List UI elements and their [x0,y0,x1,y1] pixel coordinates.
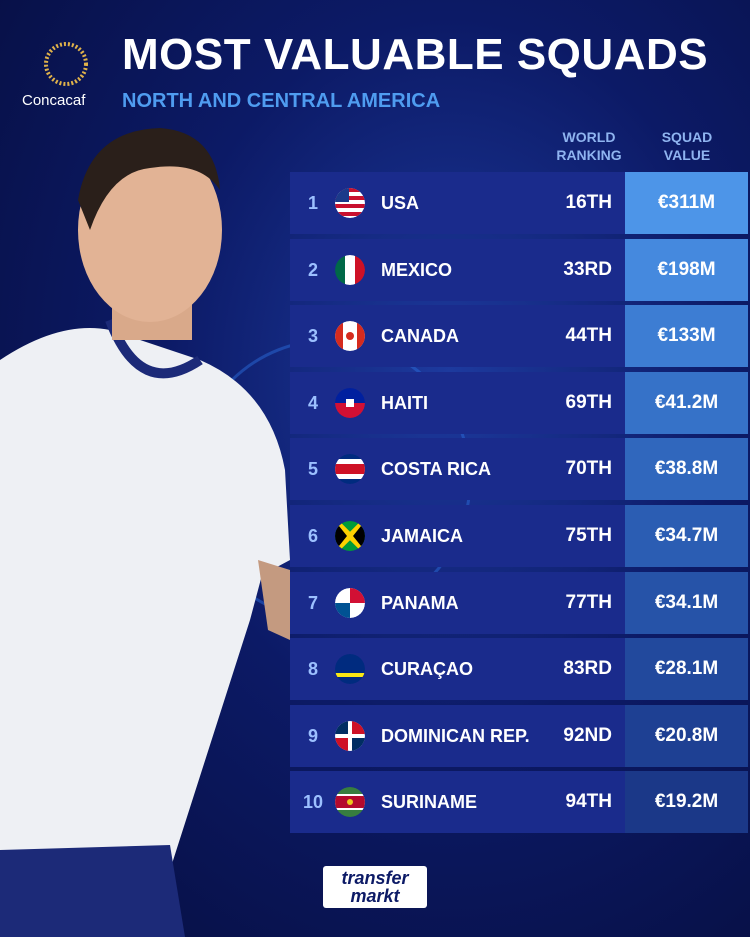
table-row: 7 PANAMA 77TH €34.1M [290,571,748,634]
value-cell-bg [625,238,748,301]
value-cell-bg [625,305,748,368]
rank-number: 4 [307,392,318,413]
table-row: 5 COSTA RICA 70TH €38.8M [290,438,748,501]
flag-icon [335,387,365,418]
value-cell-bg [625,704,748,767]
rank-number: 7 [307,592,318,613]
table-row: 1 USA 16TH €311M [290,172,748,234]
column-header: WORLD RANKING [556,129,622,163]
value-cell-bg [625,571,748,634]
rank-number: 2 [307,259,318,280]
country-name: HAITI [381,392,428,413]
squad-value: €198M [657,258,716,280]
squad-value: €311M [657,192,716,213]
world-ranking: 44TH [565,325,612,347]
flag-icon [335,254,365,285]
flag-icon [335,188,365,218]
country-name: COSTA RICA [381,459,491,480]
rank-number: 1 [307,193,318,213]
world-ranking: 70TH [565,458,612,480]
country-name: CANADA [381,326,459,347]
flag-icon [335,720,365,751]
value-cell-bg [625,638,748,701]
country-name: USA [381,193,420,213]
flag-icon [335,654,365,685]
flag-icon [335,787,365,818]
value-cell-bg [625,438,748,501]
world-ranking: 83RD [563,658,612,680]
world-ranking: 33RD [563,258,612,280]
table-row: 4 HAITI 69TH €41.2M [290,371,748,434]
squad-value: €28.1M [654,658,719,680]
value-cell-bg [625,505,748,567]
flag-icon [335,321,365,352]
table-row: 2 MEXICO 33RD €198M [290,238,748,301]
table-row: 9 DOMINICAN REP. 92ND €20.8M [290,704,748,767]
logo-text: Concacaf [22,92,86,109]
squad-value: €20.8M [654,724,719,746]
subtitle: NORTH AND CENTRAL AMERICA [122,90,441,112]
country-name: PANAMA [381,592,459,613]
title: MOST VALUABLE SQUADS [122,30,709,79]
squad-value: €34.7M [654,525,719,546]
table-row: 3 CANADA 44TH €133M [290,305,748,368]
world-ranking: 92ND [563,724,612,746]
flag-icon [335,454,365,485]
world-ranking: 94TH [565,791,612,813]
world-ranking: 69TH [565,391,612,413]
country-name: JAMAICA [381,526,464,546]
country-name: MEXICO [381,259,453,280]
flag-icon [335,521,365,551]
squad-value: €19.2M [654,791,719,813]
brand-logo: transfer markt [323,866,427,908]
table-row: 10 SURINAME 94TH €19.2M [290,771,748,834]
value-cell-bg [625,771,748,834]
rank-number: 9 [307,725,318,746]
brand-line: transfer [341,868,409,888]
value-cell-bg [625,172,748,234]
country-name: CURAÇAO [381,659,473,680]
table-row: 6 JAMAICA 75TH €34.7M [290,505,748,567]
brand-line: markt [350,886,400,906]
squad-value: €38.8M [654,458,719,480]
flag-icon [335,587,365,618]
country-name: DOMINICAN REP. [381,725,530,746]
table-row: 8 CURAÇAO 83RD €28.1M [290,638,748,701]
squad-value: €34.1M [654,591,719,613]
country-name: SURINAME [381,792,478,813]
rank-number: 6 [307,526,318,546]
squad-value: €133M [657,325,716,347]
value-cell-bg [625,371,748,434]
rank-number: 10 [302,792,324,813]
world-ranking: 16TH [565,192,612,213]
world-ranking: 77TH [565,591,612,613]
squad-value: €41.2M [654,391,719,413]
column-header: SQUAD VALUE [661,129,713,163]
rank-number: 8 [307,659,318,680]
rank-number: 3 [307,326,318,347]
rank-number: 5 [307,459,318,480]
world-ranking: 75TH [565,525,612,546]
